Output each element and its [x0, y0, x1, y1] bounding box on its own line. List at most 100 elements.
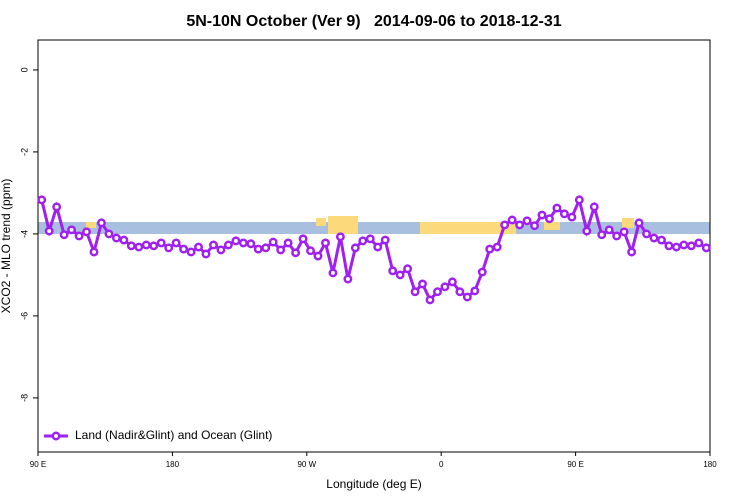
data-point — [231, 236, 241, 246]
data-point — [253, 244, 263, 254]
data-point — [186, 247, 196, 257]
y-axis-label: XCO2 - MLO trend (ppm) — [0, 179, 13, 314]
x-tick-label: 0 — [439, 460, 444, 469]
x-tick-label: 90 W — [297, 460, 316, 469]
data-point — [306, 246, 315, 256]
data-point — [492, 242, 502, 252]
data-point — [649, 233, 659, 243]
data-point — [82, 227, 91, 237]
data-point — [701, 243, 711, 253]
data-point — [530, 221, 539, 231]
data-point — [462, 292, 472, 302]
data-point — [179, 244, 189, 254]
data-point — [350, 243, 360, 253]
data-point — [373, 242, 383, 252]
x-tick-label: 90 E — [30, 460, 46, 469]
data-point — [298, 234, 308, 244]
data-point — [597, 230, 607, 240]
data-point — [164, 243, 174, 253]
data-point — [276, 245, 286, 255]
legend-marker — [51, 431, 61, 441]
data-point — [694, 238, 704, 248]
y-tick-label: -2 — [19, 148, 29, 156]
data-point — [134, 242, 144, 252]
y-tick-label: -6 — [19, 312, 29, 320]
chart-title: 5N-10N October (Ver 9) 2014-09-06 to 201… — [186, 13, 561, 30]
data-point — [642, 229, 651, 239]
data-point — [657, 235, 666, 245]
data-point — [223, 240, 233, 250]
data-point — [455, 287, 465, 297]
data-point — [37, 195, 47, 205]
data-point — [470, 286, 480, 296]
data-point — [261, 243, 271, 253]
data-point — [410, 287, 420, 297]
data-point — [67, 225, 77, 235]
data-point — [582, 226, 592, 236]
data-point — [515, 220, 525, 230]
x-tick-label: 90 E — [567, 460, 583, 469]
data-point — [559, 209, 569, 219]
data-point — [149, 241, 159, 251]
data-point — [365, 234, 375, 244]
data-point — [201, 249, 211, 259]
data-point — [574, 195, 584, 205]
data-point — [97, 218, 106, 228]
data-point — [246, 239, 256, 249]
data-point — [522, 216, 532, 226]
data-point — [171, 238, 181, 248]
data-point — [209, 240, 218, 250]
data-point — [321, 238, 330, 248]
data-point — [358, 236, 368, 246]
data-point — [343, 274, 353, 284]
data-point — [380, 235, 390, 245]
data-point — [313, 251, 323, 261]
data-point — [477, 267, 487, 277]
data-point — [268, 237, 278, 247]
data-point — [447, 277, 457, 287]
data-point — [156, 238, 166, 248]
surface-band — [38, 216, 710, 234]
legend-label: Land (Nadir&Glint) and Ocean (Glint) — [75, 428, 272, 442]
data-point — [104, 229, 114, 239]
data-point — [500, 220, 510, 230]
data-point — [552, 203, 562, 213]
data-point — [634, 218, 644, 228]
data-point — [679, 240, 689, 250]
data-point — [119, 235, 129, 245]
data-point — [567, 212, 577, 222]
y-tick-label: -4 — [19, 230, 29, 238]
data-point — [194, 242, 203, 252]
x-tick-label: 180 — [703, 460, 717, 469]
data-point — [604, 225, 614, 235]
data-point — [388, 266, 398, 276]
data-point — [440, 282, 450, 292]
data-point — [52, 202, 62, 212]
data-point — [537, 210, 547, 220]
data-point — [283, 238, 293, 248]
data-point — [89, 247, 99, 257]
data-point — [433, 287, 442, 297]
data-point — [418, 279, 427, 289]
data-point — [111, 233, 121, 243]
data-point — [126, 241, 136, 251]
x-axis-label: Longitude (deg E) — [326, 477, 421, 491]
data-point — [141, 240, 151, 250]
data-point — [485, 244, 495, 254]
data-point — [395, 270, 405, 280]
data-point — [291, 248, 301, 258]
data-point — [59, 230, 69, 240]
data-point — [328, 268, 338, 278]
data-point — [238, 238, 248, 248]
data-point — [612, 231, 622, 241]
data-point — [545, 214, 554, 224]
data-point — [216, 245, 226, 255]
data-point — [74, 231, 84, 241]
y-tick-label: -8 — [19, 394, 29, 402]
data-point — [44, 226, 54, 236]
data-point — [686, 241, 696, 251]
data-point — [619, 227, 629, 237]
data-point — [425, 295, 435, 305]
data-point — [589, 202, 599, 212]
